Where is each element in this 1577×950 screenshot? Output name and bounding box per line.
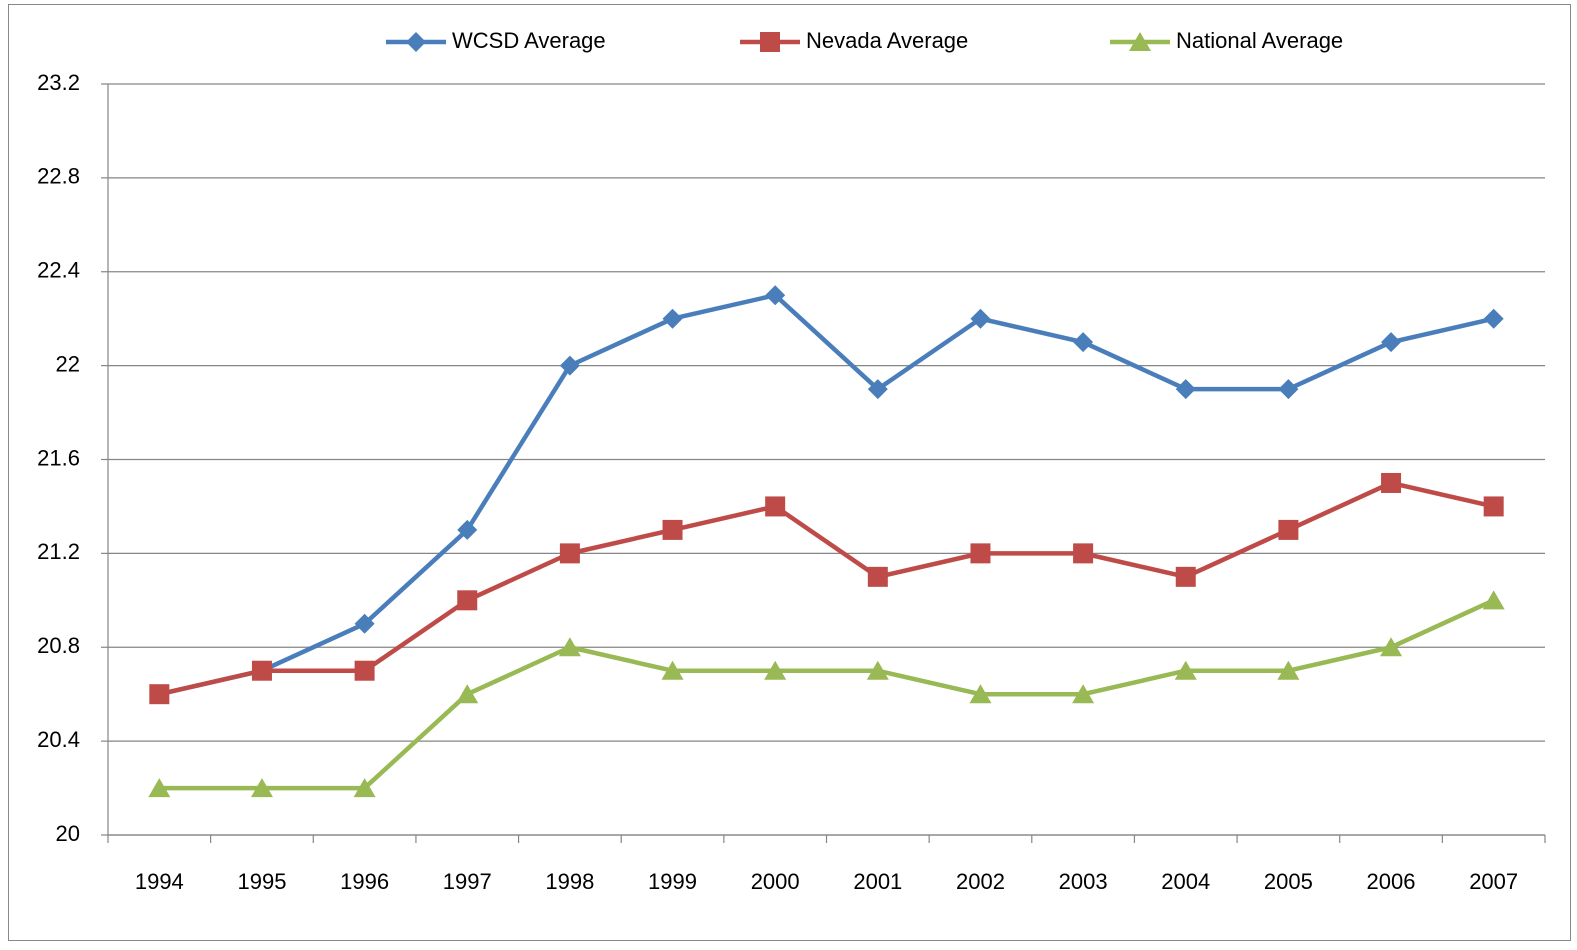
marker [970,308,991,329]
marker [1277,660,1300,680]
marker [1381,332,1402,353]
x-tick-label: 2006 [1367,869,1416,894]
marker [457,590,478,611]
x-tick-label: 1995 [237,869,286,894]
marker [867,566,888,587]
x-tick-label: 1996 [340,869,389,894]
x-tick-label: 1994 [135,869,184,894]
y-tick-label: 21.2 [37,539,80,564]
marker [1278,379,1299,400]
marker [354,613,375,634]
marker [1073,332,1094,353]
marker [406,32,426,52]
marker [1483,496,1504,517]
marker [1278,519,1299,540]
legend-label: Nevada Average [806,28,968,53]
y-tick-label: 20 [56,821,80,846]
marker [559,355,580,376]
x-tick-label: 1999 [648,869,697,894]
y-tick-label: 20.8 [37,633,80,658]
marker [1380,637,1403,657]
marker [866,660,889,680]
y-tick-label: 21.6 [37,445,80,470]
x-tick-label: 2005 [1264,869,1313,894]
marker [353,778,376,798]
marker [1129,32,1151,51]
y-tick-label: 22.4 [37,258,80,283]
marker [1175,379,1196,400]
y-tick-label: 20.4 [37,727,80,752]
y-tick-label: 22.8 [37,164,80,189]
x-tick-label: 2002 [956,869,1005,894]
marker [1072,684,1095,704]
y-tick-label: 22 [56,351,80,376]
marker [149,684,170,705]
x-tick-label: 1998 [545,869,594,894]
marker [1174,660,1197,680]
marker [867,379,888,400]
legend-label: WCSD Average [452,28,606,53]
x-tick-label: 1997 [443,869,492,894]
marker [970,543,991,564]
marker [456,684,479,704]
marker [250,778,273,798]
marker [760,32,780,52]
series-line [158,292,1495,697]
marker [765,285,786,306]
y-tick-label: 23.2 [37,70,80,95]
chart-frame [8,4,1571,941]
marker [558,637,581,657]
x-tick-label: 2004 [1161,869,1210,894]
marker [1483,308,1504,329]
marker [662,519,683,540]
marker [148,778,171,798]
marker [1381,472,1402,493]
series-line [159,598,1495,791]
marker [1175,566,1196,587]
marker [1073,543,1094,564]
marker [969,684,992,704]
marker [251,660,272,681]
marker [662,308,683,329]
series-line [158,480,1495,697]
marker [765,496,786,517]
x-tick-label: 2001 [853,869,902,894]
marker [354,660,375,681]
x-tick-label: 2007 [1469,869,1518,894]
legend-label: National Average [1176,28,1343,53]
x-tick-label: 2003 [1059,869,1108,894]
marker [457,519,478,540]
marker [764,660,787,680]
x-tick-label: 2000 [751,869,800,894]
marker [1482,590,1505,610]
marker [661,660,684,680]
marker [559,543,580,564]
